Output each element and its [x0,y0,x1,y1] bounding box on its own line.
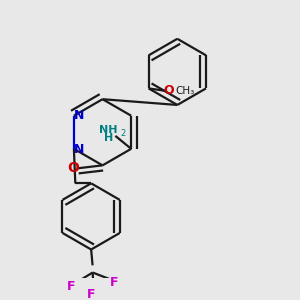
Text: N: N [74,143,84,156]
Text: F: F [110,275,118,289]
Text: N: N [74,109,84,122]
Text: O: O [164,84,174,97]
Text: NH: NH [99,124,117,134]
Text: H: H [103,133,113,142]
Text: F: F [87,289,95,300]
Text: O: O [67,161,79,175]
Text: CH₃: CH₃ [175,86,194,96]
Text: 2: 2 [120,129,125,138]
Text: F: F [67,280,75,293]
